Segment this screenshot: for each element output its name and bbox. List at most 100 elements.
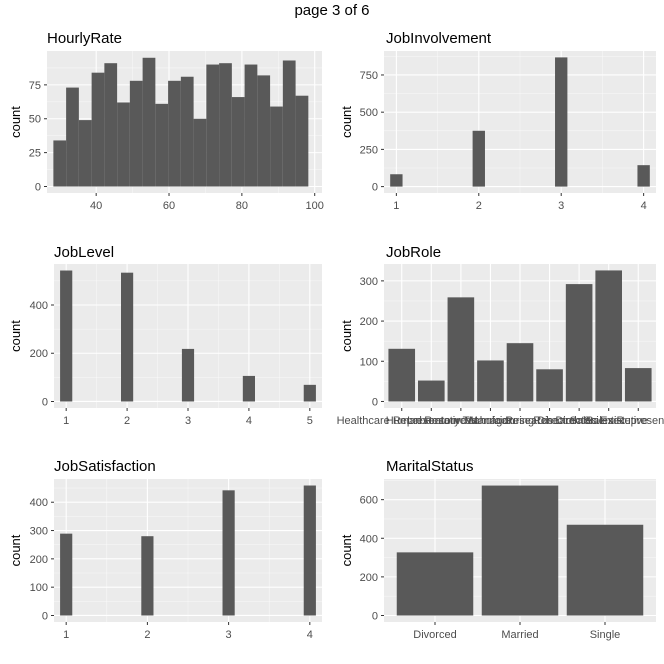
jobrole-ytick-label: 100	[360, 356, 378, 368]
jobsatisfaction-xtick-label: 3	[226, 629, 232, 641]
jobrole-ytick-label: 300	[360, 276, 378, 288]
jobrole-bar	[418, 380, 445, 402]
hourlyrate-bar	[219, 63, 232, 187]
joblevel-bar	[181, 348, 195, 402]
hourlyrate-xtick-label: 40	[90, 200, 102, 212]
jobinvolvement-bar	[472, 130, 485, 187]
hourlyrate-bar	[282, 60, 296, 187]
hourlyrate-bar	[129, 80, 143, 187]
jobrole-xtick-label: Research Director	[505, 415, 594, 427]
hourlyrate-xtick-label: 100	[306, 200, 324, 212]
hourlyrate-bar	[206, 64, 220, 187]
joblevel-title: JobLevel	[54, 244, 114, 261]
page-title: page 3 of 6	[294, 2, 370, 19]
hourlyrate-bar	[78, 120, 92, 187]
jobrole-xtick-label: Healthcare Representative	[337, 415, 467, 427]
jobsatisfaction-xtick-label: 1	[63, 629, 69, 641]
jobinvolvement-xtick-label: 4	[641, 200, 647, 212]
jobsatisfaction-title: JobSatisfaction	[54, 458, 156, 475]
jobinvolvement-bar	[390, 174, 403, 187]
hourlyrate-bar	[270, 106, 283, 187]
maritalstatus-xtick-label: Divorced	[413, 629, 456, 641]
jobinvolvement-ylabel: count	[339, 106, 354, 138]
jobsatisfaction-ytick-label: 100	[30, 582, 48, 594]
jobrole-bar	[624, 368, 652, 402]
jobrole-ytick-label: 0	[372, 396, 378, 408]
jobsatisfaction-bar	[222, 490, 235, 616]
jobrole-ytick-label: 200	[360, 316, 378, 328]
jobinvolvement-title: JobInvolvement	[386, 30, 492, 47]
jobinvolvement-ytick-label: 750	[360, 70, 378, 82]
hourlyrate-xtick-label: 80	[236, 200, 248, 212]
jobsatisfaction-bar	[303, 485, 316, 616]
jobrole-xtick-label: Manager	[469, 415, 513, 427]
jobrole-xtick-label: Human Resources	[386, 415, 478, 427]
jobsatisfaction-ytick-label: 0	[42, 610, 48, 622]
jobinvolvement-bar	[555, 57, 568, 187]
hourlyrate-bar	[142, 57, 156, 187]
jobsatisfaction-ytick-label: 200	[30, 554, 48, 566]
joblevel-bar	[60, 270, 73, 402]
maritalstatus-title: MaritalStatus	[386, 458, 474, 475]
joblevel-xtick-label: 2	[124, 415, 130, 427]
joblevel-xtick-label: 4	[246, 415, 252, 427]
jobrole-bar	[565, 284, 593, 402]
jobrole-bar	[595, 270, 622, 402]
joblevel-bar	[242, 375, 255, 402]
hourlyrate-ylabel: count	[8, 106, 23, 138]
hourlyrate-bar	[155, 103, 169, 187]
joblevel-xtick-label: 5	[307, 415, 313, 427]
hourlyrate-bar	[117, 102, 130, 187]
hourlyrate-xtick-label: 60	[163, 200, 175, 212]
jobrole-ylabel: count	[339, 320, 354, 352]
jobinvolvement-xtick-label: 3	[558, 200, 564, 212]
hourlyrate-bar	[168, 80, 181, 187]
hourlyrate-bar	[193, 118, 207, 187]
maritalstatus-bar	[481, 485, 559, 616]
joblevel-xtick-label: 1	[63, 415, 69, 427]
hourlyrate-bar	[53, 140, 67, 187]
joblevel-ytick-label: 0	[42, 396, 48, 408]
jobrole-xtick-label: Laboratory Technician	[407, 415, 514, 427]
hourlyrate-bar	[91, 72, 105, 187]
jobrole-xtick-label: Sales Representative	[586, 415, 664, 427]
jobrole-bar	[388, 348, 416, 402]
hourlyrate-ytick-label: 75	[29, 80, 41, 92]
hourlyrate-title: HourlyRate	[47, 30, 122, 47]
jobsatisfaction-bar	[141, 536, 154, 616]
jobinvolvement-xtick-label: 1	[393, 200, 399, 212]
hourlyrate-bar	[66, 87, 79, 187]
hourlyrate-ytick-label: 0	[35, 181, 41, 193]
jobrole-title: JobRole	[386, 244, 441, 261]
jobsatisfaction-xtick-label: 4	[307, 629, 313, 641]
maritalstatus-bar	[566, 524, 644, 616]
maritalstatus-xtick-label: Married	[501, 629, 538, 641]
jobrole-xtick-label: Research Scientist	[533, 415, 625, 427]
hourlyrate-ytick-label: 25	[29, 148, 41, 160]
maritalstatus-ytick-label: 400	[360, 533, 378, 545]
jobsatisfaction-ylabel: count	[8, 534, 23, 566]
jobrole-xtick-label: Manufacturing Director	[464, 415, 576, 427]
joblevel-bar	[121, 272, 134, 402]
jobsatisfaction-ytick-label: 400	[30, 497, 48, 509]
hourlyrate-bar	[180, 76, 194, 187]
maritalstatus-ytick-label: 0	[372, 610, 378, 622]
jobsatisfaction-bar	[60, 533, 73, 616]
joblevel-ylabel: count	[8, 320, 23, 352]
jobsatisfaction-ytick-label: 300	[30, 526, 48, 538]
hourlyrate-bar	[104, 63, 118, 187]
hourlyrate-ytick-label: 50	[29, 114, 41, 126]
maritalstatus-ytick-label: 600	[360, 495, 378, 507]
maritalstatus-bar	[396, 552, 474, 616]
hourlyrate-bar	[257, 75, 271, 187]
jobsatisfaction-xtick-label: 2	[144, 629, 150, 641]
jobrole-bar	[447, 297, 475, 402]
jobinvolvement-ytick-label: 0	[372, 182, 378, 194]
joblevel-ytick-label: 200	[30, 348, 48, 360]
jobrole-bar	[477, 360, 504, 402]
jobrole-bar	[536, 369, 563, 402]
maritalstatus-ytick-label: 200	[360, 572, 378, 584]
joblevel-bar	[303, 384, 316, 402]
jobinvolvement-ytick-label: 500	[360, 107, 378, 119]
